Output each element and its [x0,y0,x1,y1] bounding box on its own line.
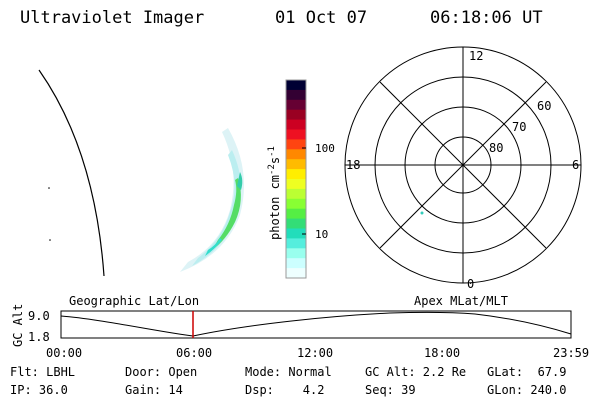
timeline-y-tick: 1.8 [28,330,50,344]
colorbar-swatch [286,238,306,249]
timeline-x-tick: 12:00 [297,346,333,360]
colorbar [285,79,307,279]
colorbar-swatch [286,268,306,279]
polar-data-point [420,211,424,215]
colorbar-swatch [286,179,306,190]
orbit-altitude-curve [60,311,572,337]
timeline-x-tick: 06:00 [176,346,212,360]
colorbar-swatch [286,89,306,101]
timeline-left-title: Geographic Lat/Lon [69,294,199,308]
colorbar-swatch [286,129,306,140]
colorbar-swatch [286,149,306,160]
filter-info: Flt: LBHL [10,365,76,379]
colorbar-swatch [286,80,306,91]
colorbar-axis-label: photon cm-2s-1 [267,146,282,240]
gc-alt-info: GC Alt: 2.2 Re [365,365,467,379]
dsp-info: Dsp: 4.2 [245,383,325,397]
colorbar-swatch [286,218,306,229]
timeline-x-tick: 23:59 [553,346,589,360]
timeline-frame [60,310,572,339]
lat-label-80: 80 [489,141,503,155]
door-info: Door: Open [125,365,198,379]
colorbar-swatch [286,258,306,269]
colorbar-swatch [286,188,306,200]
mode-info: Mode: Normal [245,365,332,379]
colorbar-swatch [286,119,306,130]
lat-label-60: 60 [537,99,551,113]
colorbar-tick: 100 [315,142,335,155]
colorbar-border [285,79,307,279]
ip-info: IP: 36.0 [10,383,68,397]
glon-info: GLon: 240.0 [487,383,567,397]
colorbar-swatch [286,198,306,210]
star-dot [49,239,51,241]
star-dot [48,187,50,189]
timeline-x-tick: 00:00 [46,346,82,360]
glat-info: GLat: 67.9 [487,365,567,379]
seq-info: Seq: 39 [365,383,416,397]
timeline-x-tick: 18:00 [424,346,460,360]
colorbar-swatch [286,99,306,111]
mlt-label-0: 0 [467,277,474,291]
auroral-image [180,128,244,272]
timeline-y-label: GC Alt [11,304,25,347]
colorbar-swatch [286,139,306,150]
colorbar-swatch [286,208,306,220]
mlt-label-18: 18 [346,158,360,172]
colorbar-tick: 10 [315,228,328,241]
colorbar-swatch [286,159,306,170]
mlt-label-6: 6 [572,158,579,172]
timeline-y-tick: 9.0 [28,309,50,323]
colorbar-swatch [286,228,306,239]
mlt-label-12: 12 [469,49,483,63]
time-label: 06:18:06 UT [430,8,543,28]
gain-info: Gain: 14 [125,383,183,397]
colorbar-swatch [286,109,306,121]
timeline-right-title: Apex MLat/MLT [414,294,508,308]
polar-grid [344,46,582,284]
earth-limb-arc [38,69,105,277]
lat-label-70: 70 [512,120,526,134]
instrument-title: Ultraviolet Imager [20,8,205,28]
colorbar-swatch [286,248,306,259]
date-label: 01 Oct 07 [275,8,368,28]
colorbar-swatch [286,169,306,180]
